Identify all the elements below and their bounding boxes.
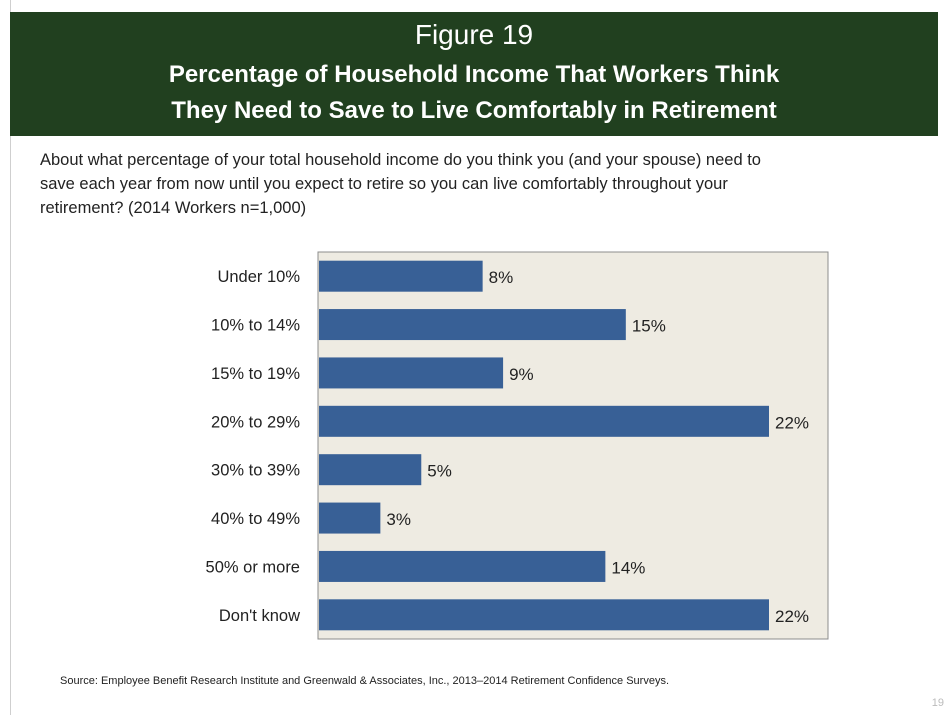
category-label: 50% or more [206,558,300,576]
source-note: Source: Employee Benefit Research Instit… [60,675,670,687]
value-label: 22% [775,413,809,432]
value-label: 22% [775,607,809,626]
category-label: 40% to 49% [211,510,300,528]
bar [319,260,483,292]
category-label: 20% to 29% [211,413,300,431]
value-label: 8% [489,268,514,287]
banner-rule [10,134,938,136]
bar [319,502,381,534]
bar [319,454,422,486]
value-label: 3% [386,510,411,529]
value-label: 5% [427,462,452,481]
figure-label: Figure 19 [414,19,534,50]
chart-title-line-1: Percentage of Household Income That Work… [168,61,780,88]
survey-question-line-3: retirement? (2014 Workers n=1,000) [40,199,307,217]
category-label: 30% to 39% [211,462,300,480]
survey-question: About what percentage of your total hous… [40,148,920,220]
page-number: 19 [931,697,944,709]
bar [319,357,504,389]
survey-question-line-2: save each year from now until you expect… [40,175,728,193]
category-label: 15% to 19% [211,365,300,383]
value-label: 14% [611,558,645,577]
bar [319,550,606,582]
value-label: 15% [632,317,666,336]
left-border-line [10,0,11,715]
category-label: 10% to 14% [211,317,300,335]
bar [319,309,626,341]
value-label: 9% [509,365,534,384]
bar [319,405,769,437]
category-label: Don't know [219,607,300,625]
category-label: Under 10% [217,268,300,286]
chart-title-line-2: They Need to Save to Live Comfortably in… [171,97,777,124]
title-banner: Figure 19 Percentage of Household Income… [10,12,938,134]
bar [319,599,769,631]
survey-question-line-1: About what percentage of your total hous… [40,151,761,169]
